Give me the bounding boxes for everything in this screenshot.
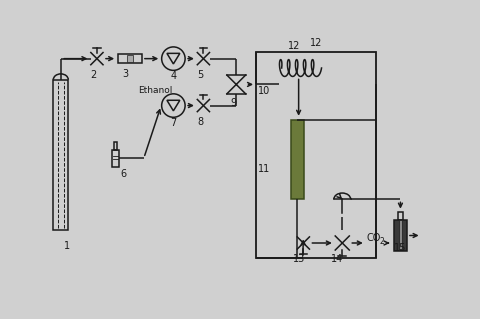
Text: CO: CO bbox=[367, 233, 381, 243]
Text: 10: 10 bbox=[258, 86, 271, 96]
Text: 12: 12 bbox=[288, 41, 300, 51]
Text: 2: 2 bbox=[380, 237, 384, 246]
Text: 15: 15 bbox=[394, 243, 407, 253]
Text: 12: 12 bbox=[310, 38, 323, 48]
Text: 3: 3 bbox=[122, 69, 128, 79]
Text: 6: 6 bbox=[120, 168, 127, 179]
Text: 1: 1 bbox=[64, 241, 71, 251]
Bar bbox=[127, 56, 132, 62]
Bar bbox=[114, 142, 117, 150]
Bar bbox=[53, 80, 68, 230]
Bar bbox=[291, 120, 304, 199]
Text: 11: 11 bbox=[258, 164, 271, 174]
Bar bbox=[394, 220, 407, 251]
Bar bbox=[397, 212, 403, 220]
Text: 5: 5 bbox=[197, 70, 204, 80]
Bar bbox=[256, 52, 376, 258]
Text: 2: 2 bbox=[91, 70, 97, 80]
Text: 14: 14 bbox=[332, 254, 344, 264]
Text: 13: 13 bbox=[292, 254, 305, 264]
Bar bbox=[118, 55, 142, 63]
Text: 4: 4 bbox=[170, 71, 177, 81]
Text: 9: 9 bbox=[230, 98, 236, 108]
Text: 7: 7 bbox=[170, 118, 177, 128]
Bar bbox=[112, 150, 119, 167]
Bar bbox=[398, 220, 402, 249]
Text: 8: 8 bbox=[198, 117, 204, 127]
Text: Ethanol: Ethanol bbox=[138, 86, 172, 95]
